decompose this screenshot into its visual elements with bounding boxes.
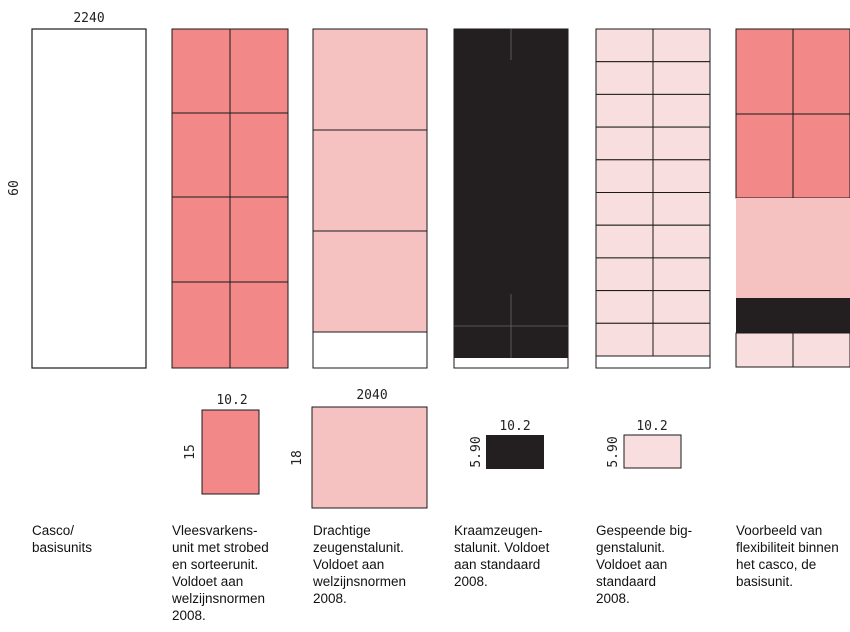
gespeende-unit-sample: 10.2 5.90	[606, 419, 682, 469]
drachtige-width-label: 2040	[356, 388, 387, 403]
gespeende-cell	[595, 61, 654, 95]
caption-line: Kraamzeugen-	[454, 523, 543, 538]
vleesvarkens-cell	[229, 281, 289, 369]
caption-line: flexibiliteit binnen	[736, 540, 839, 555]
caption-line: genstalunit.	[596, 540, 666, 555]
vleesvarkens-unit-sample: 10.2 15	[183, 393, 260, 495]
gespeende-unit-rect	[623, 434, 682, 469]
caption-line: Gespeende big-	[596, 523, 693, 538]
voorbeeld-cell	[792, 113, 850, 199]
gespeende-cell	[652, 322, 711, 357]
caption-line: Vleesvarkens-	[172, 523, 258, 538]
caption-line: en sorteerunit.	[172, 557, 259, 572]
gespeende-cell	[595, 322, 654, 357]
voorbeeld-column	[735, 28, 850, 368]
vleesvarkens-cell	[229, 112, 289, 198]
gespeende-cell	[652, 192, 711, 226]
vleesvarkens-cell	[171, 196, 231, 283]
casco-rect	[31, 28, 147, 369]
caption-line: Drachtige	[313, 523, 371, 538]
gespeende-cell	[595, 126, 654, 161]
gespeende-cell	[652, 93, 711, 128]
voorbeeld-cell	[735, 113, 794, 199]
gespeende-cell	[595, 159, 654, 194]
kraamzeugen-height-label: 5.90	[469, 436, 484, 467]
drachtige-unit-rect	[311, 406, 428, 509]
caption-line: 2008.	[313, 591, 347, 606]
caption-line: aan standaard	[454, 557, 541, 572]
gespeende-cell	[595, 257, 654, 292]
vleesvarkens-height-label: 15	[183, 444, 198, 460]
voorbeeld-mid-block	[736, 198, 850, 298]
gespeende-width-label: 10.2	[636, 419, 667, 434]
caption-line: basisunit.	[736, 574, 794, 589]
gespeende-cell	[652, 290, 711, 324]
caption-line: 2008.	[172, 608, 206, 623]
gespeende-cell	[652, 159, 711, 194]
casco-column: 2240 60	[7, 11, 147, 369]
drachtige-column	[312, 28, 428, 369]
caption-drachtige: Drachtige zeugenstalunit. Voldoet aan we…	[313, 522, 406, 607]
gespeende-height-label: 5.90	[606, 436, 621, 467]
caption-line: unit met strobed	[172, 540, 269, 555]
gespeende-cell	[652, 61, 711, 95]
caption-line: 2008.	[454, 574, 488, 589]
caption-line: standaard	[596, 574, 657, 589]
caption-voorbeeld: Voorbeeld van flexibiliteit binnen het c…	[736, 522, 839, 590]
gespeende-cell	[595, 224, 654, 259]
gespeende-cell	[595, 192, 654, 226]
caption-line: welzijnsnormen	[172, 591, 266, 606]
casco-width-label: 2240	[73, 11, 104, 26]
gespeende-cell	[652, 224, 711, 259]
vleesvarkens-cell	[171, 112, 231, 198]
vleesvarkens-width-label: 10.2	[216, 393, 247, 408]
caption-line: 2008.	[596, 591, 630, 606]
gespeende-cell	[595, 290, 654, 324]
caption-line: Voorbeeld van	[736, 523, 823, 538]
caption-line: Voldoet aan	[313, 557, 385, 572]
drachtige-pen	[312, 230, 428, 333]
vleesvarkens-unit-rect	[201, 409, 260, 495]
caption-line: het casco, de	[736, 557, 817, 572]
caption-line: Voldoet aan	[596, 557, 668, 572]
caption-line: zeugenstalunit.	[313, 540, 404, 555]
vleesvarkens-cell	[229, 196, 289, 283]
drachtige-pen	[312, 129, 428, 232]
gespeende-cell	[595, 93, 654, 128]
drachtige-unit-sample: 2040 18	[290, 388, 428, 509]
vleesvarkens-cell	[229, 28, 289, 114]
gespeende-column	[595, 28, 711, 369]
gespeende-cell	[595, 28, 654, 63]
drachtige-height-label: 18	[290, 450, 305, 466]
voorbeeld-black-block	[736, 298, 850, 333]
vleesvarkens-cell	[171, 28, 231, 114]
voorbeeld-cell	[792, 28, 850, 115]
caption-gespeende: Gespeende big- genstalunit. Voldoet aan …	[596, 522, 692, 607]
caption-line: Casco/	[32, 523, 75, 538]
voorbeeld-light-cell	[735, 332, 794, 368]
kraamzeugen-unit-rect	[486, 435, 544, 469]
gespeende-cell	[652, 126, 711, 161]
caption-kraamzeugen: Kraamzeugen- stalunit. Voldoet aan stand…	[454, 522, 549, 590]
vleesvarkens-cell	[171, 281, 231, 369]
kraamzeugen-width-label: 10.2	[499, 419, 530, 434]
caption-line: Voldoet aan	[172, 574, 244, 589]
caption-vleesvarkens: Vleesvarkens- unit met strobed en sortee…	[172, 522, 269, 624]
caption-line: basisunits	[32, 540, 93, 555]
gespeende-cell	[652, 28, 711, 63]
vleesvarkens-column	[171, 28, 289, 369]
gespeende-cell	[652, 257, 711, 292]
kraamzeugen-column	[453, 28, 569, 369]
caption-casco: Casco/ basisunits	[32, 522, 92, 556]
casco-height-label: 60	[7, 180, 22, 196]
caption-line: stalunit. Voldoet	[454, 540, 550, 555]
voorbeeld-light-cell	[792, 332, 850, 368]
voorbeeld-cell	[735, 28, 794, 115]
drachtige-pen	[312, 28, 428, 131]
kraamzeugen-unit-sample: 10.2 5.90	[469, 419, 544, 469]
caption-line: welzijnsnormen	[313, 574, 407, 589]
